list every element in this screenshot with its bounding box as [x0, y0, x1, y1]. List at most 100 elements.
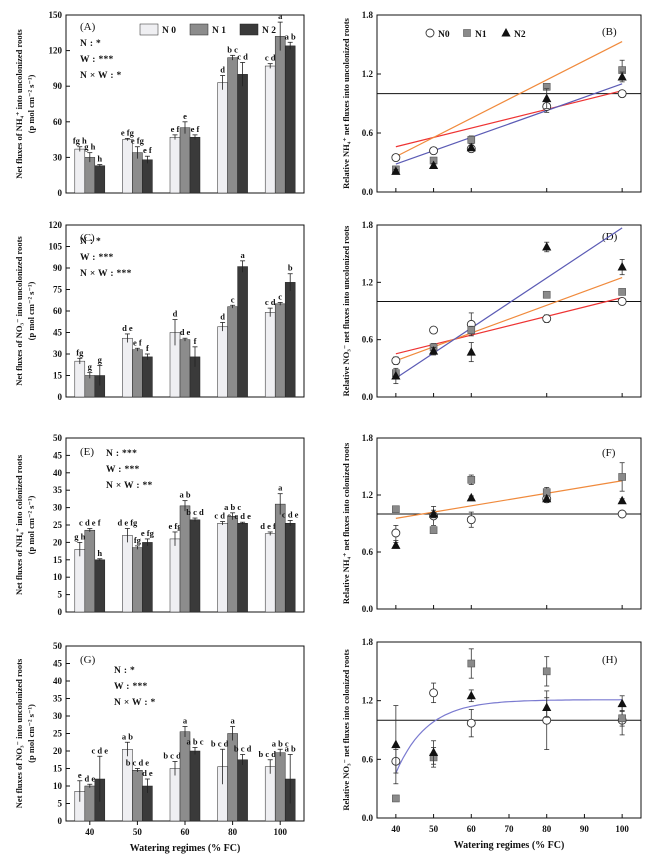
significance-letter-C: f [146, 343, 149, 353]
marker-H-n2 [617, 698, 627, 708]
y-tick-label-D: 0.0 [362, 392, 374, 402]
legend-label-n2: N 2 [262, 26, 276, 36]
significance-letter-E: fg [134, 535, 142, 545]
y-tick-label-A: 60 [53, 117, 63, 127]
y-tick-label-F: 1.8 [362, 433, 374, 443]
bar-A-n2 [284, 45, 296, 194]
bar-E-n0 [169, 538, 181, 613]
y-axis-label-G: (p mol cm⁻² s⁻¹) [26, 704, 36, 763]
y-tick-label-F: 0.6 [362, 547, 374, 557]
marker-B-n2 [466, 142, 476, 152]
anova-stat-E: N : *** [106, 449, 137, 459]
y-tick-label-C: 45 [53, 328, 63, 338]
significance-letter-A: g h [84, 142, 95, 152]
y-tick-label-E: 0 [58, 607, 63, 617]
y-tick-label-G: 25 [53, 729, 63, 739]
anova-stat-E: W : *** [106, 465, 140, 475]
marker-D-n2 [542, 241, 552, 251]
bar-A-n0 [74, 148, 86, 194]
bar-A-n0 [122, 139, 133, 194]
bar-E-n0 [217, 523, 228, 613]
plot-frame-H [376, 641, 642, 819]
significance-letter-E: c d e [214, 511, 231, 521]
y-tick-label-G: 5 [58, 799, 63, 809]
y-tick-label-C: 90 [53, 263, 63, 273]
bar-E-n0 [264, 533, 276, 613]
significance-letter-E: e fg [141, 528, 155, 538]
y-tick-label-B: 0.0 [362, 187, 374, 197]
bar-G-n0 [169, 768, 181, 822]
panel-G: 0 5 10 15 20 25 30 35 40 45 50 Net fluxes of NO₃⁻ i… [14, 641, 305, 854]
bar-A-n2 [94, 165, 106, 194]
significance-letter-E: e fg [169, 521, 183, 531]
panel-label-B: (B) [602, 26, 617, 38]
y-tick-label-F: 0.0 [362, 604, 374, 614]
significance-letter-G: b c d e [259, 749, 283, 759]
y-tick-label-E: 20 [53, 537, 63, 547]
marker-F-n2 [466, 492, 476, 502]
marker-B-n2 [542, 93, 552, 103]
bar-C-n1 [84, 375, 96, 398]
bar-A-n2 [189, 136, 201, 194]
marker-F-n1 [392, 505, 400, 514]
bar-A-n1 [84, 157, 96, 194]
marker-legend-n2 [501, 28, 511, 37]
x-tick-label-H: 100 [615, 824, 629, 834]
significance-letter-G: b c d e [211, 738, 235, 748]
y-tick-label-C: 0 [58, 392, 63, 402]
y-tick-label-A: 30 [53, 152, 63, 162]
significance-letter-E: c d e [282, 509, 299, 519]
legend-label-n1: N1 [475, 30, 487, 40]
significance-letter-G: b c d e [126, 758, 150, 768]
bar-G-n2 [189, 750, 201, 822]
anova-stat-G: W : *** [114, 682, 148, 692]
y-tick-label-C: 60 [53, 306, 63, 316]
bar-E-n1 [227, 516, 238, 613]
marker-F-n0 [617, 509, 627, 519]
legend-swatch-n1 [189, 23, 209, 36]
y-axis-label-C: (p mol cm⁻² s⁻¹) [26, 281, 36, 340]
marker-D-n2 [617, 262, 627, 271]
anova-stat-G: N × W : * [114, 698, 156, 708]
y-tick-label-H: 0.0 [362, 813, 374, 823]
x-axis-label-right: Watering regimes (% FC) [454, 840, 565, 851]
y-tick-label-G: 40 [53, 676, 63, 686]
panel-A: 0 30 60 90 120 150 Net fluxes of NH₄⁺ into unc… [14, 10, 305, 198]
panel-D: 0.0 0.6 1.2 1.8 Relative NO₃⁻ net fluxes int… [341, 220, 642, 402]
significance-letter-C: e f [133, 337, 142, 347]
marker-H-n1 [467, 659, 476, 668]
y-tick-label-G: 30 [53, 711, 63, 721]
significance-letter-C: g [88, 362, 93, 372]
y-tick-label-C: 105 [49, 242, 63, 252]
significance-letter-E: h [97, 548, 102, 558]
bar-E-n1 [84, 529, 96, 613]
marker-F-n1 [467, 475, 476, 484]
legend-label-n1: N 1 [212, 26, 226, 36]
y-tick-label-H: 0.6 [362, 754, 374, 764]
significance-letter-A: fg h [73, 136, 87, 146]
significance-letter-E: a [278, 483, 283, 493]
y-tick-label-C: 75 [53, 285, 63, 295]
y-axis-label-D: Relative NO₃⁻ net fluxes into uncolonize… [341, 225, 351, 396]
y-tick-label-E: 45 [53, 450, 63, 460]
significance-letter-C: c [231, 294, 235, 304]
bar-E-n1 [132, 547, 143, 613]
bar-G-n0 [264, 766, 276, 822]
y-tick-label-G: 20 [53, 746, 63, 756]
marker-D-n1 [542, 290, 551, 299]
marker-F-n2 [391, 540, 401, 549]
bar-C-n0 [217, 326, 228, 398]
bar-C-n2 [284, 282, 296, 398]
bar-E-n1 [274, 503, 286, 613]
bar-C-n1 [179, 339, 191, 398]
y-axis-label-E: (p mol cm⁻² s⁻¹) [26, 495, 36, 554]
y-tick-label-E: 40 [53, 468, 63, 478]
marker-H-n2 [466, 690, 476, 700]
marker-D-n0 [391, 356, 401, 366]
y-tick-label-D: 1.2 [362, 277, 374, 287]
bar-C-n0 [264, 312, 276, 398]
y-tick-label-E: 35 [53, 485, 63, 495]
bar-E-n2 [94, 559, 106, 613]
y-tick-label-B: 1.8 [362, 10, 374, 20]
